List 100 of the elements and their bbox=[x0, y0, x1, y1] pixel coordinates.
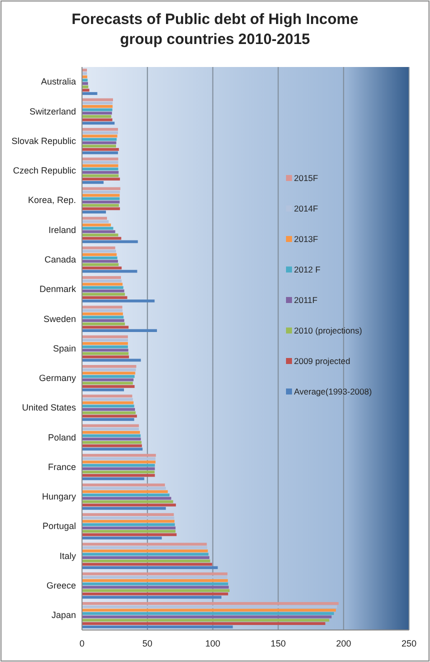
bar bbox=[82, 556, 210, 560]
legend-label: Average(1993-2008) bbox=[294, 386, 372, 396]
y-tick-label: Portugal bbox=[42, 521, 76, 532]
y-tick-label: Ireland bbox=[48, 224, 76, 235]
y-tick-label: Hungary bbox=[42, 492, 76, 502]
legend-label: 2011F bbox=[294, 295, 318, 305]
bar bbox=[82, 546, 208, 549]
legend-label: 2012 F bbox=[294, 264, 320, 274]
bar bbox=[82, 187, 120, 190]
bar bbox=[82, 355, 129, 358]
legend-label: 2015F bbox=[294, 173, 318, 183]
y-tick-label: Poland bbox=[48, 432, 76, 442]
bar bbox=[82, 566, 218, 570]
bar bbox=[82, 625, 233, 628]
y-tick-label: Greece bbox=[46, 580, 76, 590]
bar bbox=[82, 438, 141, 440]
bar bbox=[82, 484, 165, 486]
bar bbox=[82, 572, 228, 576]
bar bbox=[82, 296, 128, 300]
bar bbox=[82, 322, 125, 326]
legend-label: 2009 projected bbox=[294, 356, 351, 366]
bar bbox=[82, 276, 121, 279]
bar bbox=[82, 72, 87, 75]
x-tick-label: 200 bbox=[336, 638, 352, 648]
bar bbox=[82, 180, 104, 184]
y-tick-label: Czech Republic bbox=[12, 166, 76, 176]
y-tick-label: Sweden bbox=[43, 314, 76, 324]
bar bbox=[82, 234, 118, 236]
bar bbox=[82, 138, 117, 141]
bar bbox=[82, 523, 175, 526]
bar bbox=[82, 579, 228, 582]
bar bbox=[82, 68, 87, 72]
bar bbox=[82, 204, 119, 207]
bar bbox=[82, 190, 120, 194]
bar bbox=[82, 448, 143, 451]
bar bbox=[82, 582, 228, 586]
bar bbox=[82, 526, 176, 530]
y-tick-label: Switzerland bbox=[29, 106, 76, 116]
y-tick-label: Denmark bbox=[39, 284, 76, 294]
bar bbox=[82, 78, 88, 82]
bar bbox=[82, 464, 155, 467]
y-tick-label: Spain bbox=[52, 343, 76, 354]
bar bbox=[82, 382, 133, 385]
bar bbox=[82, 220, 109, 224]
y-tick-label: Canada bbox=[44, 254, 76, 264]
x-tick-label: 150 bbox=[270, 638, 286, 648]
bar bbox=[82, 440, 142, 444]
bar bbox=[82, 398, 133, 401]
bar bbox=[82, 388, 124, 392]
bar bbox=[82, 148, 119, 151]
bar bbox=[82, 352, 129, 355]
bar bbox=[82, 430, 140, 434]
y-tick-label: Italy bbox=[59, 550, 76, 561]
bar bbox=[82, 592, 228, 596]
bar bbox=[82, 286, 124, 289]
bar bbox=[82, 394, 132, 398]
x-tick-label: 250 bbox=[401, 638, 417, 648]
bar bbox=[82, 560, 210, 562]
bar bbox=[82, 504, 176, 506]
bar bbox=[82, 266, 122, 270]
bar bbox=[82, 496, 172, 500]
x-tick-label: 100 bbox=[205, 638, 220, 648]
bar bbox=[82, 319, 124, 322]
y-tick-label: Australia bbox=[40, 76, 76, 87]
bar bbox=[82, 102, 113, 105]
y-tick-label: Japan bbox=[51, 610, 76, 620]
y-tick-label: Slovak Republic bbox=[11, 136, 76, 146]
bar bbox=[82, 312, 123, 316]
bar bbox=[82, 602, 339, 605]
bar bbox=[82, 589, 230, 592]
bar bbox=[82, 408, 135, 411]
y-tick-label: Germany bbox=[38, 373, 76, 384]
bar bbox=[82, 128, 118, 131]
bar bbox=[82, 236, 122, 240]
bar bbox=[82, 375, 135, 378]
bar bbox=[82, 309, 123, 312]
bar bbox=[82, 256, 118, 260]
bar bbox=[82, 134, 118, 138]
bar bbox=[82, 506, 166, 510]
bar bbox=[82, 494, 170, 496]
bar bbox=[82, 404, 134, 408]
x-tick-label: 0 bbox=[79, 638, 85, 648]
bar bbox=[82, 289, 124, 292]
bar bbox=[82, 385, 135, 388]
bar bbox=[82, 306, 122, 309]
bar bbox=[82, 460, 156, 464]
bar bbox=[82, 457, 156, 460]
bar bbox=[82, 144, 116, 148]
bar bbox=[82, 82, 88, 85]
bar bbox=[82, 160, 118, 164]
y-tick-label: Korea, Rep. bbox=[28, 195, 76, 206]
bar bbox=[82, 418, 134, 421]
bar bbox=[82, 365, 136, 368]
bar bbox=[82, 342, 128, 345]
bar bbox=[82, 474, 155, 477]
bar bbox=[82, 372, 136, 375]
bar bbox=[82, 105, 113, 108]
legend-label: 2010 (projections) bbox=[294, 326, 362, 336]
chart-title: Forecasts of Public debt of High Income group countries 2010-2015 bbox=[72, 11, 358, 48]
bar bbox=[82, 608, 336, 612]
